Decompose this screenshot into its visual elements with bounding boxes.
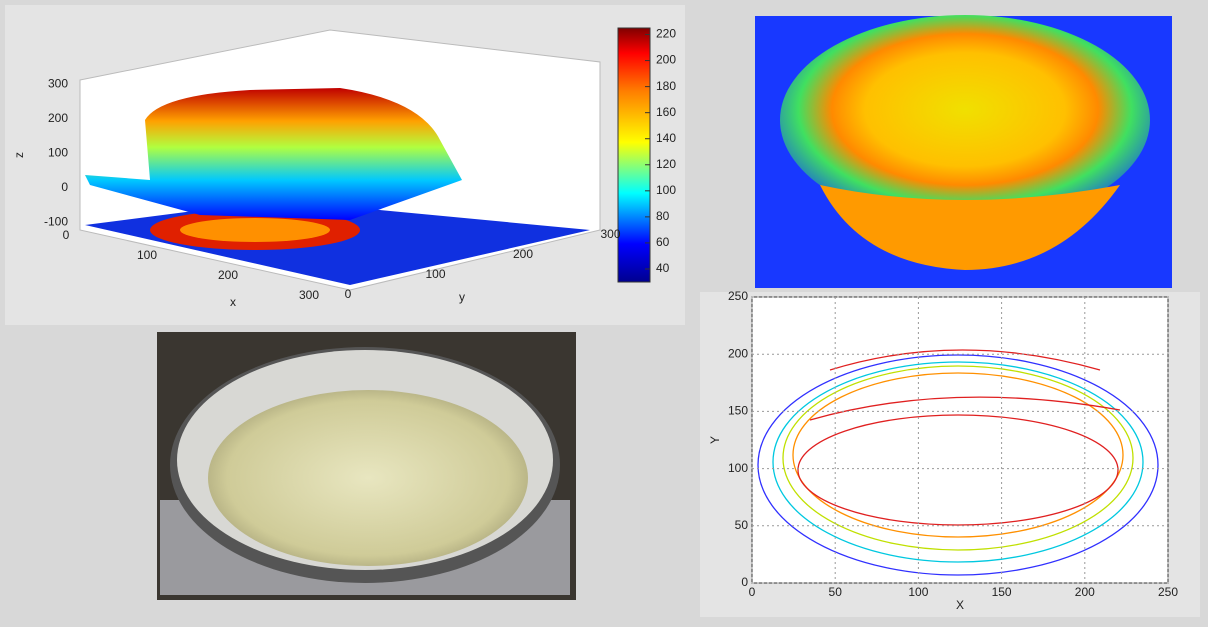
x-tick-label: 300 xyxy=(299,288,319,302)
z-tick-label: -100 xyxy=(44,215,68,229)
z-tick-label: 200 xyxy=(48,111,68,125)
y-tick-label: 0 xyxy=(741,575,748,589)
contour-axes xyxy=(752,297,1168,583)
z-tick-label: 0 xyxy=(61,180,68,194)
floor-contour xyxy=(180,218,330,242)
x-tick-label: 50 xyxy=(829,585,843,599)
x-tick-label: 250 xyxy=(1158,585,1178,599)
colorbar-tick-label: 60 xyxy=(656,235,670,249)
colorbar-tick-label: 100 xyxy=(656,183,676,197)
y-tick-label: 0 xyxy=(345,287,352,301)
x-axis-label: x xyxy=(230,295,236,309)
colorbar-tick-label: 220 xyxy=(656,27,676,41)
y-tick-label: 250 xyxy=(728,289,748,303)
y-axis-label: y xyxy=(459,290,465,304)
colorbar-tick-label: 80 xyxy=(656,209,670,223)
colorbar-tick-label: 200 xyxy=(656,53,676,67)
y-axis-label: Y xyxy=(708,436,722,444)
z-axis-label: z xyxy=(12,152,26,158)
colorbar-tick-label: 120 xyxy=(656,157,676,171)
colorbar-tick-label: 180 xyxy=(656,79,676,93)
figure: -100010020030001002003000100200300xyz406… xyxy=(0,0,1208,622)
colorbar-tick-label: 40 xyxy=(656,261,670,275)
y-tick-label: 150 xyxy=(728,404,748,418)
x-tick-label: 0 xyxy=(749,585,756,599)
y-tick-label: 50 xyxy=(735,518,749,532)
x-tick-label: 100 xyxy=(137,248,157,262)
x-tick-label: 200 xyxy=(218,268,238,282)
x-tick-label: 200 xyxy=(1075,585,1095,599)
colorbar-tick-label: 140 xyxy=(656,131,676,145)
y-tick-label: 100 xyxy=(425,267,445,281)
x-axis-label: X xyxy=(956,598,964,612)
colorbar xyxy=(618,28,650,282)
colorbar-tick-label: 160 xyxy=(656,105,676,119)
y-tick-label: 100 xyxy=(728,461,748,475)
y-tick-label: 300 xyxy=(600,227,620,241)
x-tick-label: 150 xyxy=(992,585,1012,599)
x-tick-label: 100 xyxy=(908,585,928,599)
photo-rice xyxy=(208,390,528,566)
y-tick-label: 200 xyxy=(728,346,748,360)
y-tick-label: 200 xyxy=(513,247,533,261)
x-tick-label: 0 xyxy=(63,228,70,242)
z-tick-label: 100 xyxy=(48,146,68,160)
z-tick-label: 300 xyxy=(48,77,68,91)
